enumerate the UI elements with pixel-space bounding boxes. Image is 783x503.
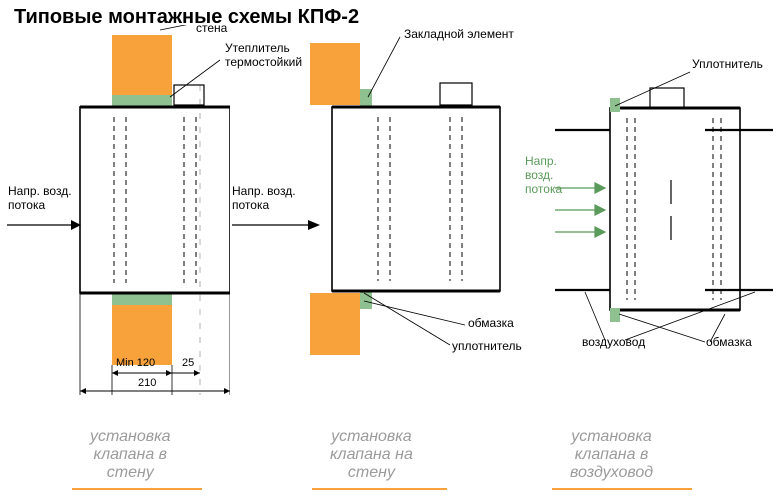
diagram-panel-2 [300, 25, 510, 365]
label-napr3: Напр. возд. потока [525, 155, 562, 196]
airflow-arrow-2 [230, 215, 322, 235]
dim-25: 25 [182, 357, 194, 370]
caption-3: установка клапана в воздуховод [570, 428, 653, 482]
label-uplotnitel1: уплотнитель [452, 340, 522, 354]
label-napr1: Напр. возд. потока [8, 185, 72, 213]
diagram-panel-1 [70, 25, 230, 395]
label-obmazka2: обмазка [706, 336, 752, 350]
airflow-arrow-1 [5, 215, 83, 235]
caption-1-underline [72, 488, 202, 490]
diagram-panel-3 [555, 70, 775, 370]
caption-1: установка клапана в стену [90, 428, 171, 482]
label-uteplitel-termo: Утеплитель термостойкий [225, 42, 302, 70]
label-zakladnoy: Закладной элемент [404, 28, 514, 42]
label-vozduhovod: воздуховод [582, 336, 645, 350]
label-uplotnitel-right: Уплотнитель [692, 58, 763, 72]
dim-min120: Min 120 [116, 357, 155, 370]
label-napr2: Напр. возд. потока [232, 185, 296, 213]
label-stena: стена [196, 22, 227, 36]
caption-2-underline [312, 488, 447, 490]
caption-3-underline [552, 488, 692, 490]
dim-210: 210 [138, 377, 156, 390]
caption-2: установка клапана на стену [330, 428, 413, 482]
label-obmazka1: обмазка [468, 317, 514, 331]
